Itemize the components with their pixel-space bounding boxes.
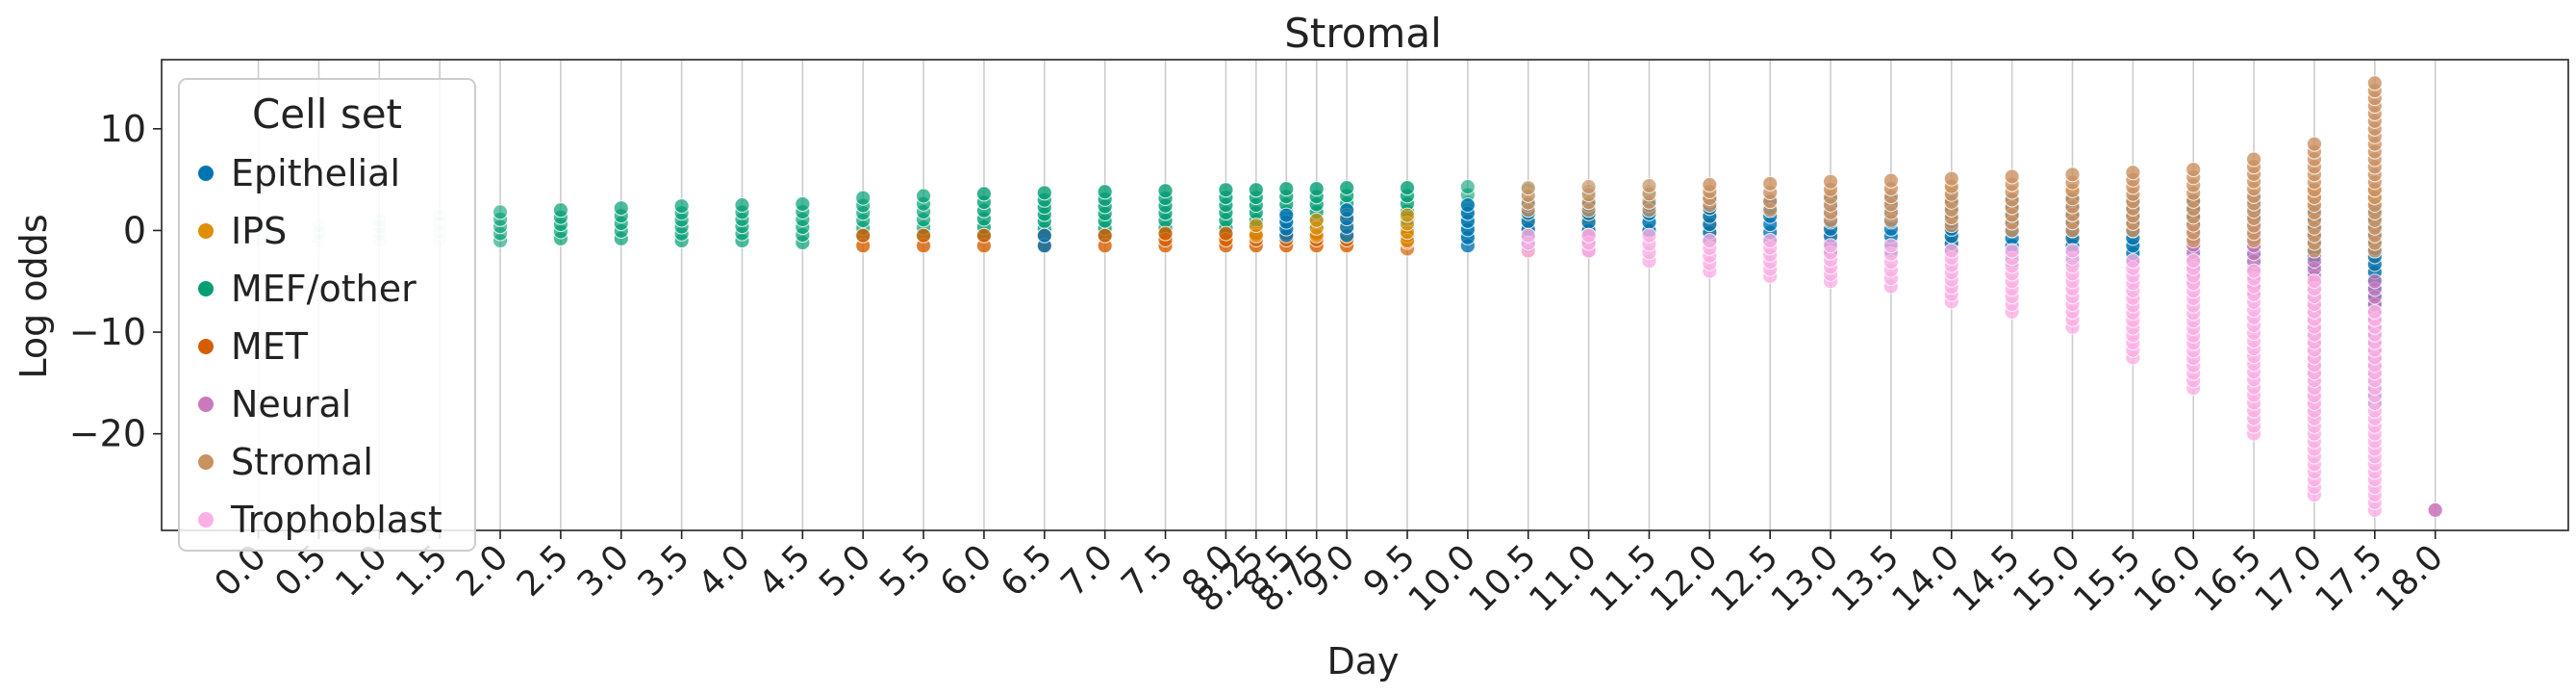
legend-marker	[198, 397, 214, 412]
scatter-point	[1400, 180, 1416, 196]
x-axis-label: Day	[1326, 640, 1399, 682]
legend-marker	[198, 281, 214, 296]
scatter-point	[1400, 207, 1416, 223]
scatter-point	[2366, 303, 2383, 320]
y-tick-label: −20	[69, 413, 146, 455]
legend-label: Stromal	[231, 441, 373, 483]
scatter-point	[1943, 170, 1959, 187]
y-axis: 10 0 −10 −20	[69, 108, 162, 455]
scatter-point	[795, 195, 811, 212]
legend-label: Epithelial	[231, 152, 400, 194]
scatter-point	[2185, 253, 2202, 270]
scatter-point	[1823, 238, 1839, 254]
scatter-point	[1882, 172, 1899, 189]
scatter-point	[2125, 165, 2141, 181]
legend-label: MET	[231, 325, 309, 368]
scatter-point	[1308, 181, 1325, 197]
scatter-point	[975, 227, 992, 244]
y-tick-label: −10	[69, 311, 146, 353]
scatter-point	[1036, 227, 1052, 244]
scatter-point	[2064, 243, 2081, 259]
legend-box	[178, 78, 476, 552]
scatter-point	[2306, 136, 2322, 152]
scatter-point	[2064, 167, 2081, 183]
scatter-point	[1580, 227, 1597, 244]
scatter-point	[2246, 151, 2262, 167]
legend-marker	[198, 223, 214, 239]
scatter-point	[1882, 238, 1899, 254]
scatter-point	[1641, 227, 1657, 244]
scatter-point	[1580, 179, 1597, 195]
scatter-point	[1097, 227, 1113, 244]
scatter-point	[2306, 273, 2322, 290]
scatter-point	[2004, 243, 2020, 259]
scatter-point	[1459, 197, 1476, 214]
legend-marker	[198, 512, 214, 528]
legend-marker	[198, 166, 214, 181]
scatter-point	[2366, 75, 2383, 91]
legend-marker	[198, 339, 214, 354]
scatter-point	[2185, 162, 2202, 178]
scatter-point	[492, 204, 509, 220]
scatter-point	[2366, 273, 2383, 290]
scatter-point	[613, 200, 629, 217]
scatter-point	[975, 186, 992, 202]
legend: Cell set Epithelial IPS MEF/other MET Neural…	[178, 78, 476, 552]
y-tick-label: 0	[123, 209, 146, 251]
scatter-point	[1762, 175, 1779, 192]
scatter-point	[1157, 183, 1174, 199]
scatter-point	[1218, 182, 1234, 198]
scatter-point	[1278, 181, 1295, 197]
scatter-point	[2125, 253, 2141, 270]
scatter-point	[855, 227, 871, 244]
scatter-point	[1702, 232, 1718, 248]
legend-label: IPS	[231, 210, 287, 252]
data-points	[250, 75, 2443, 518]
scatter-point	[673, 198, 690, 215]
scatter-point	[1157, 225, 1174, 242]
y-tick-label: 10	[100, 108, 146, 150]
scatter-point	[1702, 176, 1718, 193]
scatter-point	[1097, 184, 1113, 200]
scatter-point	[1278, 207, 1295, 223]
scatter-point	[1823, 173, 1839, 190]
legend-label: Trophoblast	[230, 499, 442, 541]
scatter-point	[1641, 177, 1657, 193]
scatter-point	[1520, 227, 1536, 244]
scatter-point	[1248, 182, 1264, 198]
scatter-point	[1762, 232, 1779, 248]
y-axis-label: Log odds	[13, 214, 55, 378]
scatter-point	[1308, 212, 1325, 228]
legend-marker	[198, 454, 214, 470]
scatter-point	[1943, 243, 1959, 259]
scatter-point	[552, 202, 568, 219]
scatter-point	[2427, 502, 2443, 518]
scatter-point	[855, 190, 871, 206]
scatter-point	[1520, 180, 1536, 196]
scatter-point	[2246, 263, 2262, 279]
scatter-point	[1248, 218, 1264, 234]
scatter-point	[1459, 179, 1476, 195]
legend-entries: Epithelial IPS MEF/other MET Neural Stromal Tr…	[198, 152, 442, 541]
scatter-point	[1339, 180, 1355, 196]
scatter-point	[2004, 168, 2020, 185]
legend-label: Neural	[231, 383, 351, 425]
plot-frame	[161, 59, 2569, 531]
scatter-point	[1339, 202, 1355, 219]
legend-title: Cell set	[252, 90, 402, 138]
scatter-point	[916, 227, 932, 244]
scatter-point	[916, 188, 932, 204]
scatter-point	[1036, 185, 1052, 201]
scatter-point	[734, 197, 750, 214]
chart-title: Stromal	[1284, 10, 1442, 57]
scatter-point	[1218, 225, 1234, 242]
legend-label: MEF/other	[231, 268, 417, 310]
